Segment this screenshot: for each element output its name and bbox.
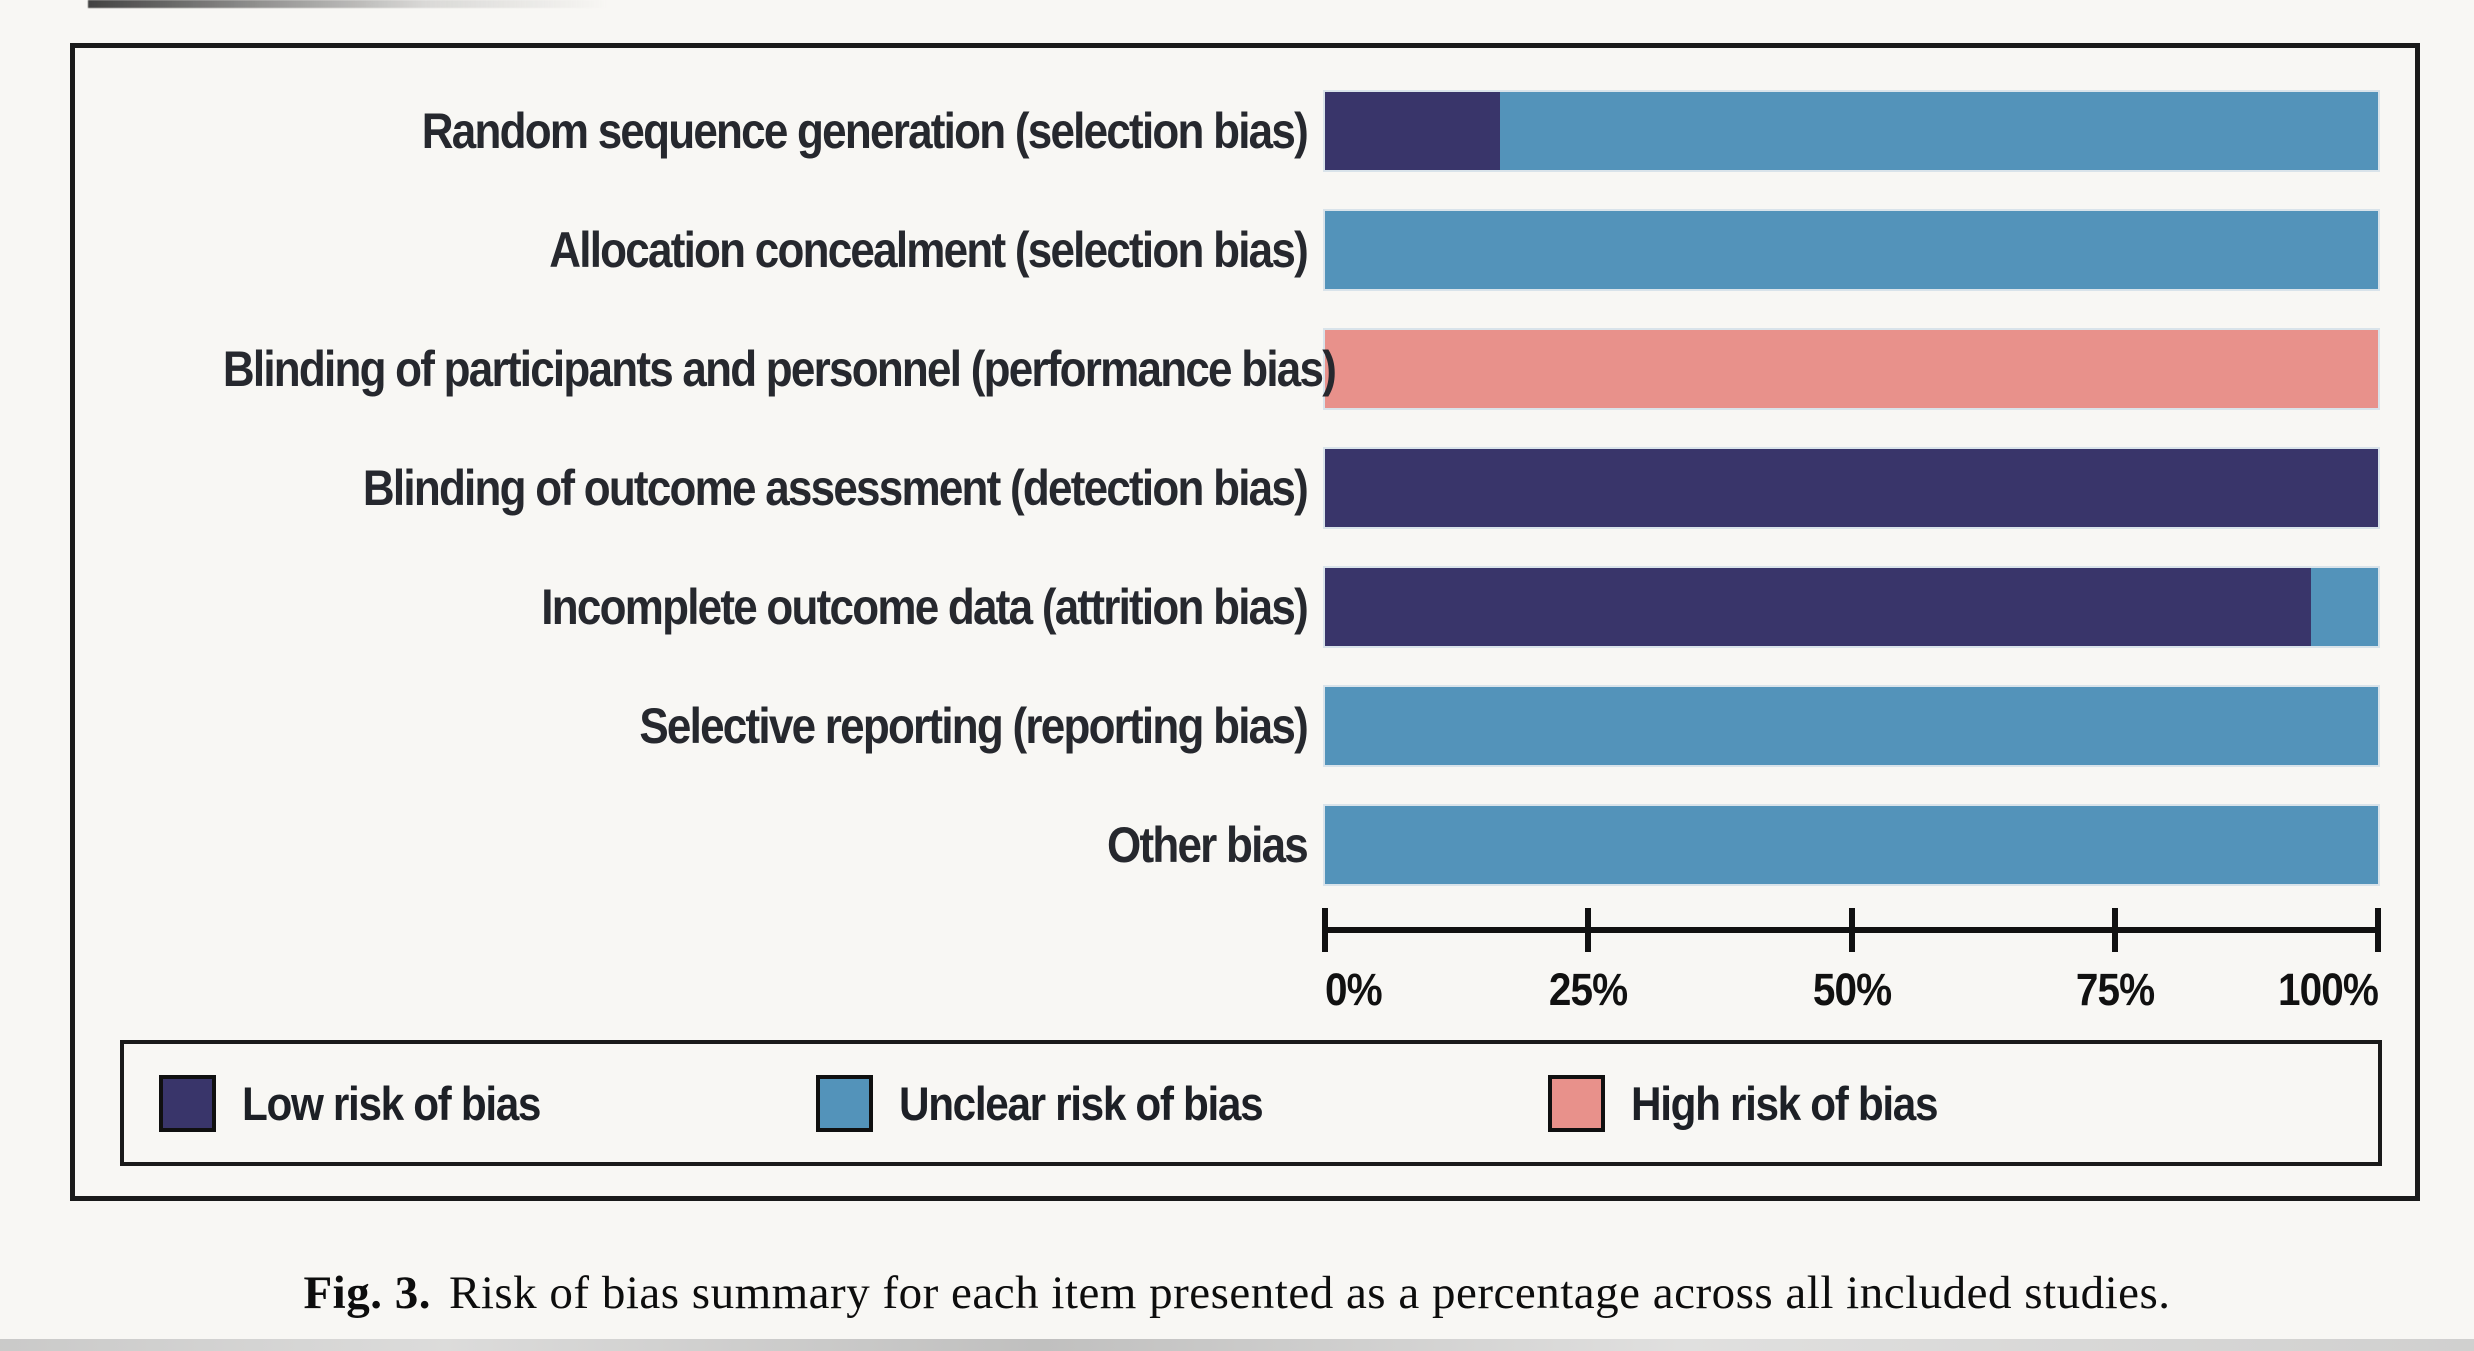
caption-figure-number: Fig. 3. (303, 1267, 431, 1319)
stacked-bar (1325, 806, 2378, 884)
bar-segment-low (1325, 568, 2311, 646)
x-axis: 0% 25% 50% 75% 100% (1322, 908, 2381, 1078)
legend-label: Unclear risk of bias (899, 1076, 1264, 1130)
chart-row: Blinding of outcome assessment (detectio… (75, 449, 2415, 527)
axis-tick (1585, 908, 1592, 952)
category-label: Allocation concealment (selection bias) (549, 222, 1309, 278)
legend-swatch (1548, 1074, 1605, 1132)
chart-row: Blinding of participants and personnel (… (75, 330, 2415, 408)
axis-tick (1322, 908, 1328, 952)
bar-segment-unclear (1325, 211, 2378, 289)
axis-tick-label: 100% (2278, 964, 2379, 1015)
legend-label: High risk of bias (1631, 1076, 1938, 1130)
legend-swatch (159, 1074, 216, 1132)
category-label: Blinding of participants and personnel (… (222, 341, 1337, 397)
category-label: Incomplete outcome data (attrition bias) (541, 579, 1308, 635)
bar-segment-unclear (1325, 806, 2378, 884)
scan-artifact-bottom (0, 1339, 2474, 1351)
figure-caption: Fig. 3. Risk of bias summary for each ite… (0, 1266, 2474, 1320)
stacked-bar (1325, 92, 2378, 170)
bar-segment-low (1325, 449, 2378, 527)
bar-segment-high (1325, 330, 2378, 408)
bar-segment-low (1325, 92, 1500, 170)
stacked-bar (1325, 449, 2378, 527)
axis-tick-label: 75% (2075, 964, 2155, 1015)
legend-label: Low risk of bias (242, 1076, 541, 1130)
stacked-bar (1325, 330, 2378, 408)
legend: Low risk of bias Unclear risk of bias High… (120, 1040, 2382, 1166)
chart-row: Other bias (75, 806, 2415, 884)
bar-segment-unclear (1499, 92, 2378, 170)
category-label: Blinding of outcome assessment (detectio… (362, 460, 1309, 516)
legend-item: Unclear risk of bias (816, 1044, 1303, 1162)
chart-row: Random sequence generation (selection bi… (75, 92, 2415, 170)
legend-item: Low risk of bias (159, 1044, 573, 1162)
legend-item: High risk of bias (1548, 1044, 1971, 1162)
category-label: Other bias (1106, 817, 1309, 873)
axis-tick (2375, 908, 2381, 952)
axis-tick-label: 50% (1812, 964, 1891, 1015)
category-label: Random sequence generation (selection bi… (421, 103, 1309, 159)
chart-row: Selective reporting (reporting bias) (75, 687, 2415, 765)
axis-tick-label: 25% (1549, 964, 1628, 1015)
stacked-bar (1325, 568, 2378, 646)
scan-artifact-top (88, 0, 608, 8)
stacked-bar (1325, 211, 2378, 289)
chart-row: Incomplete outcome data (attrition bias) (75, 568, 2415, 646)
risk-of-bias-figure: Random sequence generation (selection bi… (70, 43, 2420, 1201)
axis-tick (1848, 908, 1855, 952)
axis-tick (2111, 908, 2118, 952)
bar-segment-unclear (2310, 568, 2378, 646)
category-label: Selective reporting (reporting bias) (639, 698, 1308, 754)
axis-tick-label: 0% (1325, 964, 1383, 1015)
bar-segment-unclear (1325, 687, 2378, 765)
stacked-bar (1325, 687, 2378, 765)
caption-text: Risk of bias summary for each item prese… (448, 1267, 2171, 1319)
legend-swatch (816, 1074, 873, 1132)
chart-row: Allocation concealment (selection bias) (75, 211, 2415, 289)
